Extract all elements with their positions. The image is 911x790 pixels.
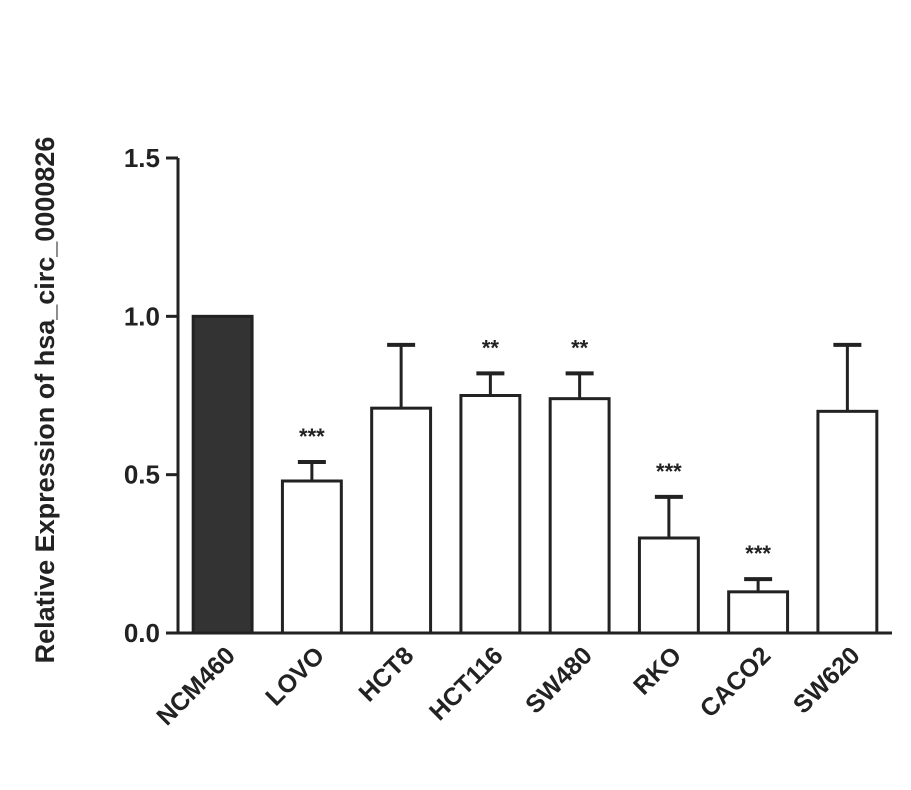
bar bbox=[370, 406, 433, 635]
x-tick-label: HCT116 bbox=[424, 641, 509, 726]
bar bbox=[727, 590, 790, 635]
x-tick-label: LOVO bbox=[260, 641, 330, 711]
y-tick-label: 0.5 bbox=[124, 460, 160, 490]
bar bbox=[280, 479, 343, 635]
x-tick-label: CACO2 bbox=[695, 641, 777, 723]
y-tick-label: 1.5 bbox=[124, 143, 160, 173]
significance-label: *** bbox=[745, 541, 771, 566]
bar bbox=[548, 397, 611, 635]
significance-label: *** bbox=[299, 424, 325, 449]
bar bbox=[637, 536, 700, 635]
x-tick-label: RKO bbox=[628, 641, 687, 700]
x-tick-label: SW620 bbox=[788, 641, 866, 719]
x-tick-label: NCM460 bbox=[151, 641, 241, 731]
significance-label: *** bbox=[656, 459, 682, 484]
y-tick-label: 1.0 bbox=[124, 301, 160, 331]
bar bbox=[816, 409, 879, 635]
x-tick-label: HCT8 bbox=[353, 641, 419, 707]
x-tick-label: SW480 bbox=[520, 641, 598, 719]
bar bbox=[191, 314, 254, 635]
bar bbox=[459, 394, 522, 635]
significance-label: ** bbox=[571, 335, 589, 360]
y-tick-label: 0.0 bbox=[124, 618, 160, 648]
significance-label: ** bbox=[482, 335, 500, 360]
y-axis-label: Relative Expression of hsa_circ_0000826 bbox=[30, 137, 60, 664]
